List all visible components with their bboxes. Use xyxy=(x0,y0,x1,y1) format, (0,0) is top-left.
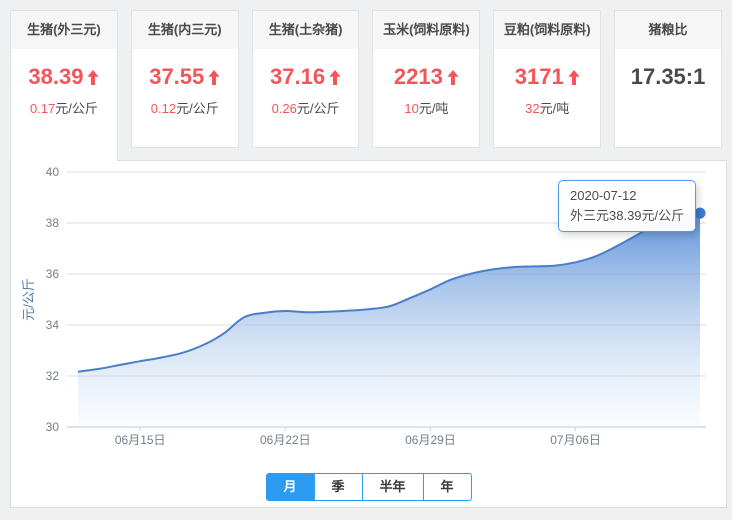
x-axis-tick-label: 07月06日 xyxy=(550,433,601,447)
change-number: 32 xyxy=(525,101,540,116)
price-number: 37.55 xyxy=(149,64,205,89)
card-pig-grain-ratio[interactable]: 猪粮比 17.35:1 xyxy=(614,10,722,148)
price-chart: 30 32 34 36 38 40 元/公斤 06月15日 06月22日 06月29日 07月06日 xyxy=(21,165,706,447)
price-cards-row: 生猪(外三元) 38.39 0.17元/公斤 生猪(内三元) 37.55 xyxy=(10,10,722,161)
up-arrow-icon xyxy=(568,69,580,85)
card-title: 生猪(土杂猪) xyxy=(252,11,359,49)
price-value: 38.39 xyxy=(11,64,117,90)
price-value: 37.55 xyxy=(132,64,238,90)
y-axis-name: 元/公斤 xyxy=(21,278,36,321)
card-soybean-meal[interactable]: 豆粕(饲料原料) 3171 32元/吨 xyxy=(493,10,602,148)
price-number: 3171 xyxy=(514,64,564,89)
price-line xyxy=(77,212,701,373)
card-title: 生猪(外三元) xyxy=(11,11,117,49)
y-axis-tick-label: 40 xyxy=(46,165,60,179)
price-change: 0.17元/公斤 xyxy=(11,98,117,117)
x-axis-tick-label: 06月22日 xyxy=(260,433,311,447)
price-change: 0.12元/公斤 xyxy=(132,98,238,117)
change-number: 0.12 xyxy=(150,101,177,116)
price-number: 2213 xyxy=(393,64,443,89)
up-arrow-icon xyxy=(329,69,341,85)
tab-month[interactable]: 月 xyxy=(265,473,315,501)
y-axis-tick-label: 36 xyxy=(46,267,60,281)
change-unit: 元/公斤 xyxy=(176,101,219,116)
y-axis-tick-label: 38 xyxy=(46,216,60,230)
chart-tooltip: 2020-07-12 外三元38.39元/公斤 xyxy=(558,180,697,232)
area-fill xyxy=(78,213,700,427)
price-value: 3171 xyxy=(494,64,600,90)
change-unit: 元/公斤 xyxy=(55,101,98,116)
price-change: 32元/吨 xyxy=(494,98,600,117)
price-value: 17.35:1 xyxy=(615,64,721,90)
change-unit: 元/吨 xyxy=(418,101,449,116)
card-pig-tuzazhu[interactable]: 生猪(土杂猪) 37.16 0.26元/公斤 xyxy=(251,10,360,148)
card-corn[interactable]: 玉米(饲料原料) 2213 10元/吨 xyxy=(372,10,481,148)
x-axis-tick-label: 06月29日 xyxy=(405,433,456,447)
change-number: 0.17 xyxy=(29,101,56,116)
y-axis-tick-label: 34 xyxy=(46,318,60,332)
card-title: 猪粮比 xyxy=(615,11,721,49)
card-title: 豆粕(饲料原料) xyxy=(494,11,601,49)
price-number: 37.16 xyxy=(270,64,326,89)
tooltip-value: 外三元38.39元/公斤 xyxy=(570,208,685,223)
price-value: 2213 xyxy=(373,64,479,90)
tab-year[interactable]: 年 xyxy=(422,473,472,501)
price-change: 10元/吨 xyxy=(373,98,479,117)
card-pig-waisanyuan[interactable]: 生猪(外三元) 38.39 0.17元/公斤 xyxy=(10,10,118,161)
price-change: 0.26元/公斤 xyxy=(253,98,359,117)
y-axis-tick-label: 32 xyxy=(46,369,60,383)
change-number: 10 xyxy=(404,101,419,116)
price-value: 37.16 xyxy=(253,64,359,90)
tooltip-date: 2020-07-12 xyxy=(570,188,637,203)
price-number: 17.35:1 xyxy=(630,64,706,89)
change-unit: 元/公斤 xyxy=(296,101,340,116)
card-pig-neisanyuan[interactable]: 生猪(内三元) 37.55 0.12元/公斤 xyxy=(130,10,239,148)
tab-quarter[interactable]: 季 xyxy=(313,473,363,501)
change-unit: 元/吨 xyxy=(539,101,570,116)
up-arrow-icon xyxy=(208,69,220,85)
chart-panel: 30 32 34 36 38 40 元/公斤 06月15日 06月22日 06月29日 07月06日… xyxy=(10,160,727,508)
x-axis-tick-label: 06月15日 xyxy=(115,433,166,447)
last-point-dot[interactable] xyxy=(694,207,706,219)
tab-half-year[interactable]: 半年 xyxy=(361,473,424,501)
y-axis-tick-label: 30 xyxy=(46,420,60,434)
period-tabs: 月 季 半年 年 xyxy=(265,473,472,501)
change-number: 0.26 xyxy=(271,101,297,116)
card-title: 玉米(饲料原料) xyxy=(373,11,480,49)
up-arrow-icon xyxy=(87,69,100,85)
up-arrow-icon xyxy=(447,69,459,85)
price-number: 38.39 xyxy=(28,64,84,89)
card-title: 生猪(内三元) xyxy=(131,11,238,49)
